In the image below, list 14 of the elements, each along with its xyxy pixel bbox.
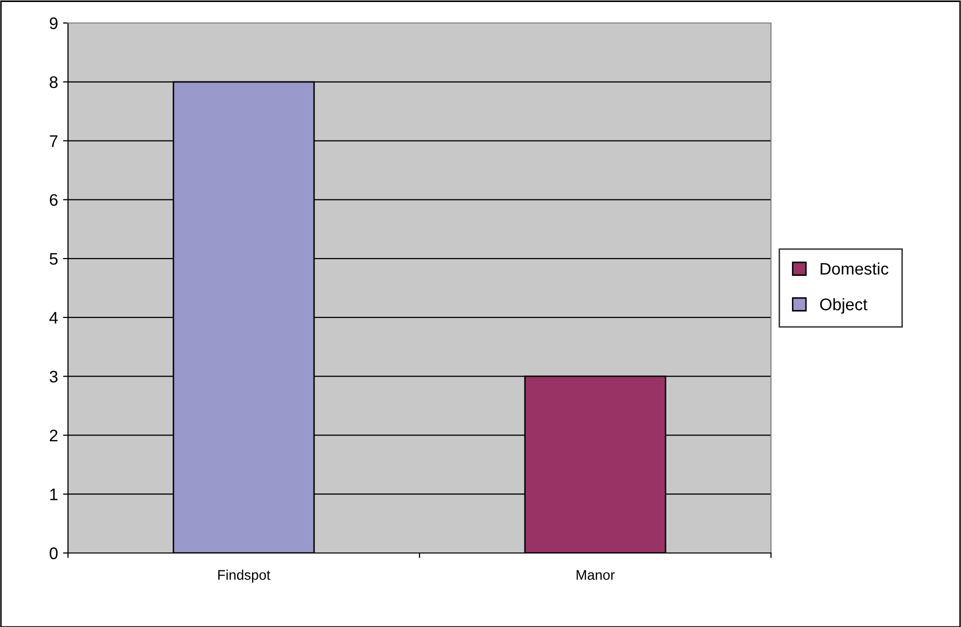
y-tick-label: 1 [50, 488, 58, 500]
y-tick-label: 3 [50, 370, 58, 383]
y-tick-label: 6 [50, 194, 58, 206]
y-tick-label: 5 [50, 253, 58, 265]
y-tick-label: 9 [50, 17, 58, 30]
y-tick-label: 4 [49, 312, 58, 324]
x-tick-label: Manor [576, 570, 615, 580]
y-tick-label: 2 [50, 430, 58, 442]
x-tick-label: Findspot [218, 570, 270, 583]
legend-label: Domestic [820, 262, 888, 275]
y-tick-label: 0 [50, 547, 58, 560]
legend-label: Object [820, 298, 868, 314]
y-tick-label: 7 [50, 135, 58, 147]
y-tick-label: 8 [50, 76, 58, 88]
